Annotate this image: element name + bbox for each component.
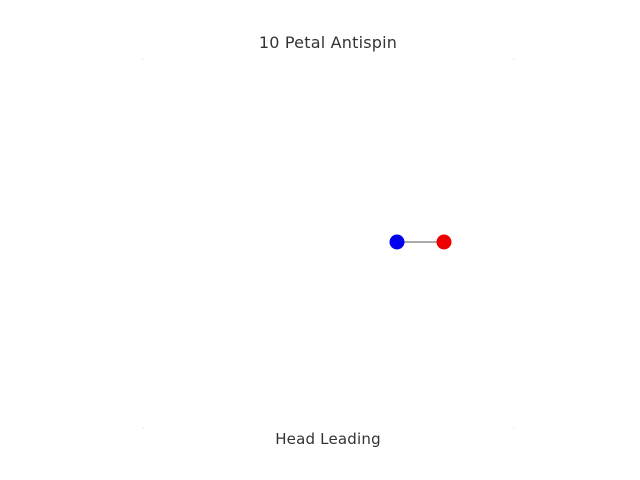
- corner-marks: [142, 58, 515, 429]
- corner-mark-top-right: [513, 58, 515, 60]
- head-ball: [389, 234, 405, 250]
- animation-caption: Head Leading: [275, 430, 381, 448]
- animation-title: 10 Petal Antispin: [258, 33, 398, 52]
- tail-ball: [436, 234, 452, 250]
- corner-mark-top-left: [142, 58, 144, 60]
- corner-mark-bottom-left: [142, 427, 144, 429]
- corner-mark-bottom-right: [513, 427, 515, 429]
